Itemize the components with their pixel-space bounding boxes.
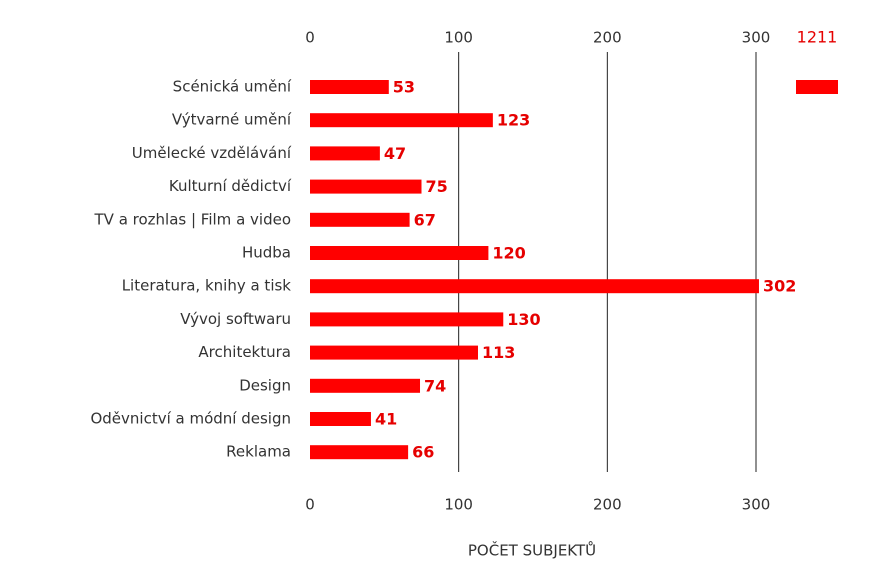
value-label: 130 <box>507 310 540 329</box>
x-tick-label: 300 <box>742 496 771 514</box>
y-tick-label: Oděvnictví a módní design <box>90 410 291 428</box>
bar <box>310 246 489 260</box>
x-tick-label: 300 <box>742 29 771 47</box>
bar <box>310 279 759 294</box>
bar <box>310 412 371 426</box>
value-label: 302 <box>763 277 796 296</box>
bar <box>310 146 380 161</box>
y-tick-label: TV a rozhlas | Film a video <box>94 210 292 228</box>
value-label: 113 <box>482 343 515 362</box>
x-tick-label: 200 <box>593 496 622 514</box>
value-label: 120 <box>492 244 525 263</box>
value-label: 75 <box>426 177 448 196</box>
y-tick-label: Design <box>239 376 291 394</box>
x-tick-label: 100 <box>444 29 473 47</box>
y-tick-label: Vývoj softwaru <box>180 310 291 328</box>
y-tick-label: Architektura <box>198 343 291 361</box>
y-tick-label: Výtvarné umění <box>172 111 292 129</box>
value-label: 47 <box>384 144 406 163</box>
bar <box>310 312 504 327</box>
value-label: 123 <box>497 111 530 130</box>
value-label: 53 <box>393 78 415 97</box>
bar <box>310 345 478 360</box>
y-tick-label: Literatura, knihy a tisk <box>122 277 292 295</box>
value-label: 66 <box>412 443 434 462</box>
value-label: 41 <box>375 410 397 429</box>
bar <box>310 212 410 227</box>
value-label: 67 <box>414 210 436 229</box>
total-marker <box>796 80 838 94</box>
x-tick-label: 100 <box>444 496 473 514</box>
x-tick-label: 0 <box>305 496 315 514</box>
bar <box>310 445 409 460</box>
x-axis-label: POČET SUBJEKTŮ <box>468 541 596 560</box>
bar <box>310 80 389 94</box>
y-tick-label: Scénická umění <box>173 78 292 96</box>
bar <box>310 179 422 194</box>
y-tick-label: Kulturní dědictví <box>169 177 292 195</box>
value-label: 74 <box>424 376 446 395</box>
y-tick-label: Umělecké vzdělávání <box>132 144 292 162</box>
x-tick-label: 200 <box>593 29 622 47</box>
bar <box>310 378 421 393</box>
bar <box>310 113 493 128</box>
total-label: 1211 <box>797 28 838 47</box>
x-tick-label: 0 <box>305 29 315 47</box>
y-tick-label: Hudba <box>242 244 291 262</box>
y-tick-label: Reklama <box>226 443 291 461</box>
